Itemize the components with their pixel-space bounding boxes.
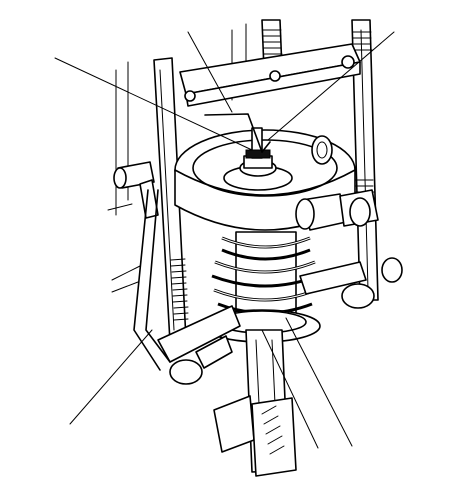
hex-wrench (204, 113, 271, 153)
callout-line-strut (261, 329, 319, 449)
callout-line-lock-nut (54, 57, 253, 151)
right-handle (295, 189, 379, 231)
left-hook-arm (133, 189, 171, 371)
lock-nut (245, 149, 271, 159)
strut-body (213, 329, 297, 477)
crossbar-nut (341, 55, 355, 69)
callout-leaders (54, 31, 395, 449)
left-rod-thread (170, 258, 189, 321)
strut-bracket (213, 395, 255, 453)
strut-top-mount (223, 127, 293, 191)
callout-line-hex-wrench (187, 31, 233, 113)
top-crossbar (179, 43, 361, 107)
knuckle-clamp (251, 397, 297, 477)
crossbar-end-bolt (184, 90, 196, 102)
lower-compressor-jaw (157, 257, 403, 385)
crossbar-bolt (269, 70, 281, 82)
callout-line-compressor (69, 329, 153, 425)
left-handle (113, 161, 159, 219)
callout-line-piston-rod (267, 31, 395, 141)
callout-line-spring-seat (285, 317, 353, 447)
plate-hole (311, 135, 333, 165)
